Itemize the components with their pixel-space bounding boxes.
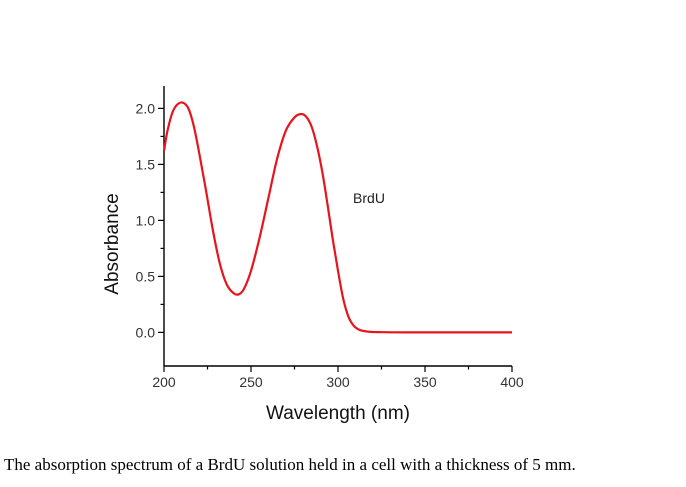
absorption-chart: 200 250 300 350 400 0.0 0.5 1.0 1.5 2.0 Wavelengt… xyxy=(102,86,524,424)
y-tick-label-2.0: 2.0 xyxy=(136,100,156,116)
y-tick-label-1.5: 1.5 xyxy=(136,156,156,172)
x-tick-label-250: 250 xyxy=(239,374,263,390)
x-tick-label-200: 200 xyxy=(152,374,176,390)
y-tick-label-1.0: 1.0 xyxy=(136,212,156,228)
x-tick-label-300: 300 xyxy=(326,374,350,390)
y-tick-label-0.0: 0.0 xyxy=(136,324,156,340)
x-axis-title: Wavelength (nm) xyxy=(266,403,410,424)
x-tick-label-400: 400 xyxy=(500,374,524,390)
y-tick-label-0.5: 0.5 xyxy=(136,268,156,284)
figure-caption: The absorption spectrum of a BrdU soluti… xyxy=(4,455,576,474)
chart-series xyxy=(162,101,512,334)
chart-ticks: 200 250 300 350 400 0.0 0.5 1.0 1.5 2.0 xyxy=(136,100,524,390)
x-tick-label-350: 350 xyxy=(413,374,437,390)
chart-axes xyxy=(163,86,512,367)
series-line-0 xyxy=(162,101,512,334)
y-axis-title: Absorbance xyxy=(102,193,123,294)
series-label-brdu: BrdU xyxy=(353,190,385,206)
